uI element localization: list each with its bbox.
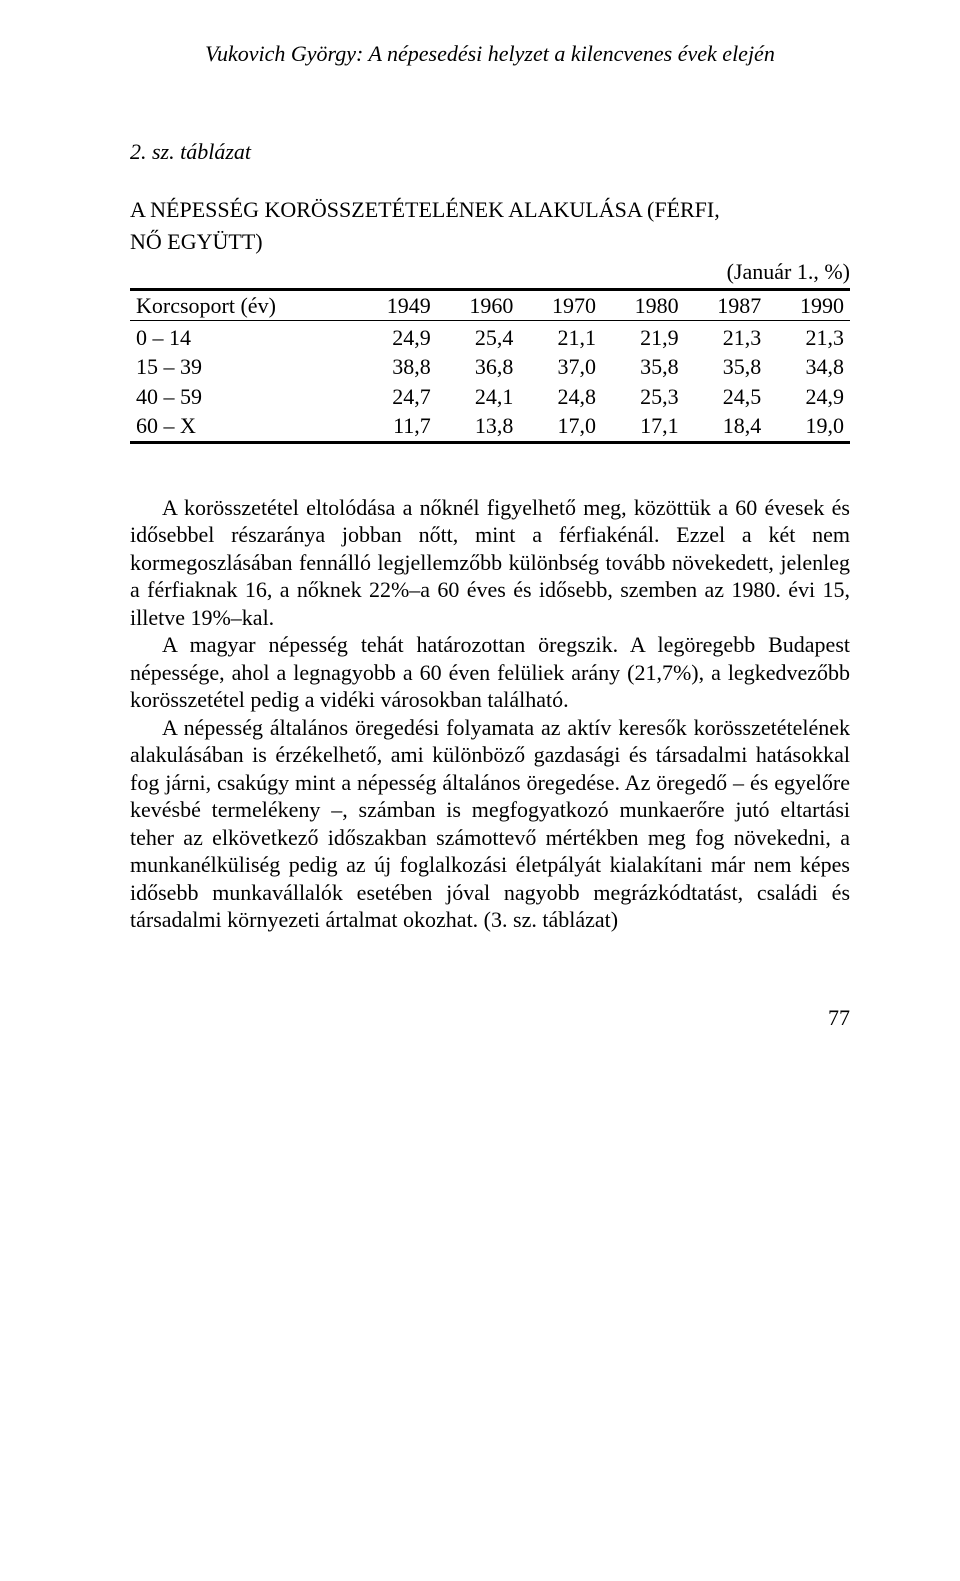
col-header: 1970 — [519, 289, 602, 321]
cell: 24,9 — [354, 323, 437, 353]
cell: 24,7 — [354, 382, 437, 412]
cell: 36,8 — [437, 352, 520, 382]
cell: 25,3 — [602, 382, 685, 412]
col-header: Korcsoport (év) — [130, 289, 354, 321]
body-text: A korösszetétel eltolódása a nőknél figy… — [130, 494, 850, 934]
cell: 19,0 — [767, 411, 850, 442]
table-title-line2: NŐ EGYÜTT) — [130, 227, 850, 257]
table-row: 60 – X 11,7 13,8 17,0 17,1 18,4 19,0 — [130, 411, 850, 442]
cell: 15 – 39 — [130, 352, 354, 382]
cell: 60 – X — [130, 411, 354, 442]
table-row: 0 – 14 24,9 25,4 21,1 21,9 21,3 21,3 — [130, 323, 850, 353]
page-number: 77 — [130, 1004, 850, 1032]
cell: 37,0 — [519, 352, 602, 382]
cell: 25,4 — [437, 323, 520, 353]
cell: 24,1 — [437, 382, 520, 412]
paragraph: A magyar népesség tehát határozottan öre… — [130, 631, 850, 714]
table-number: 2. sz. táblázat — [130, 138, 850, 166]
cell: 24,5 — [685, 382, 768, 412]
cell: 11,7 — [354, 411, 437, 442]
cell: 0 – 14 — [130, 323, 354, 353]
col-header: 1980 — [602, 289, 685, 321]
col-header: 1949 — [354, 289, 437, 321]
cell: 13,8 — [437, 411, 520, 442]
cell: 35,8 — [685, 352, 768, 382]
table-header-row: Korcsoport (év) 1949 1960 1970 1980 1987… — [130, 289, 850, 321]
unit-label: (Január 1., %) — [130, 258, 850, 286]
paragraph: A népesség általános öregedési folyamata… — [130, 714, 850, 934]
cell: 21,9 — [602, 323, 685, 353]
cell: 24,9 — [767, 382, 850, 412]
cell: 40 – 59 — [130, 382, 354, 412]
cell: 34,8 — [767, 352, 850, 382]
paragraph: A korösszetétel eltolódása a nőknél figy… — [130, 494, 850, 632]
population-table: Korcsoport (év) 1949 1960 1970 1980 1987… — [130, 288, 850, 444]
table-title-line1: A NÉPESSÉG KORÖSSZETÉTELÉNEK ALAKULÁSA (… — [130, 195, 850, 225]
cell: 21,3 — [685, 323, 768, 353]
table-row: 40 – 59 24,7 24,1 24,8 25,3 24,5 24,9 — [130, 382, 850, 412]
col-header: 1990 — [767, 289, 850, 321]
table-row: 15 – 39 38,8 36,8 37,0 35,8 35,8 34,8 — [130, 352, 850, 382]
cell: 24,8 — [519, 382, 602, 412]
col-header: 1960 — [437, 289, 520, 321]
cell: 35,8 — [602, 352, 685, 382]
col-header: 1987 — [685, 289, 768, 321]
cell: 17,0 — [519, 411, 602, 442]
cell: 38,8 — [354, 352, 437, 382]
cell: 21,1 — [519, 323, 602, 353]
cell: 21,3 — [767, 323, 850, 353]
cell: 18,4 — [685, 411, 768, 442]
running-head: Vukovich György: A népesedési helyzet a … — [130, 40, 850, 68]
cell: 17,1 — [602, 411, 685, 442]
